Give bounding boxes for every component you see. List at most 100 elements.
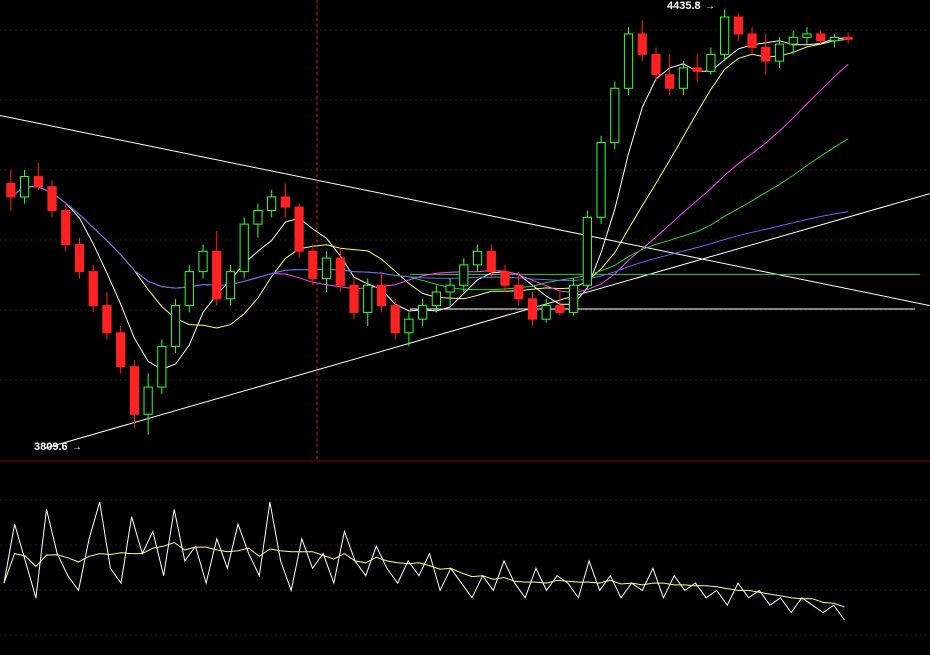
candle-body — [418, 305, 428, 320]
candle — [747, 27, 757, 55]
candle — [706, 47, 716, 75]
candle-body — [198, 250, 208, 273]
candle-body — [596, 142, 606, 218]
candle-body — [61, 210, 71, 245]
candle-body — [651, 53, 661, 76]
high-arrow-icon: → — [705, 1, 715, 12]
candle — [129, 359, 140, 428]
high-annotation: 4435.8 → — [667, 0, 715, 12]
candle-body — [335, 257, 345, 286]
candle-body — [33, 176, 43, 188]
candlesticks — [6, 9, 853, 435]
high-price-label: 4435.8 — [667, 0, 701, 12]
candle-body — [102, 305, 112, 334]
candle — [445, 278, 455, 306]
candle — [514, 271, 524, 306]
candle-body — [390, 305, 400, 334]
candle — [335, 247, 345, 293]
candle — [692, 54, 702, 82]
candle — [390, 298, 400, 340]
candle — [500, 264, 510, 293]
candle — [774, 37, 785, 68]
candle — [363, 278, 373, 326]
candle — [198, 244, 208, 279]
candle — [651, 47, 661, 82]
candle-body — [431, 291, 441, 307]
candle — [761, 33, 771, 75]
candle — [253, 203, 263, 238]
candle — [816, 30, 826, 45]
candle — [569, 278, 579, 316]
candle-body — [788, 36, 798, 45]
candle-body — [774, 43, 785, 62]
candle-body — [569, 284, 579, 313]
candle-body — [541, 305, 551, 320]
candle — [33, 162, 43, 191]
candle — [184, 264, 194, 313]
candle-body — [349, 284, 359, 313]
candle — [321, 251, 332, 293]
candle-body — [665, 74, 675, 89]
candle — [225, 264, 236, 306]
candle — [843, 32, 853, 44]
candle — [74, 237, 85, 279]
candle — [541, 298, 551, 323]
candle-body — [500, 271, 510, 286]
candle-body — [74, 243, 85, 273]
candle-body — [294, 206, 304, 252]
candle — [88, 264, 98, 313]
candle-body — [6, 182, 16, 198]
candle — [349, 278, 359, 320]
candle-body — [692, 67, 702, 72]
candle — [472, 244, 483, 272]
candle — [239, 217, 249, 279]
candle — [733, 13, 743, 41]
candle-body — [129, 366, 140, 415]
candle-body — [239, 223, 249, 273]
candle-body — [555, 305, 565, 313]
candle-body — [802, 33, 812, 38]
candle-body — [459, 264, 469, 286]
ma-line-20 — [10, 63, 849, 294]
candle — [418, 298, 428, 326]
candle — [459, 258, 469, 293]
candle — [596, 135, 606, 225]
candle — [802, 27, 812, 45]
candle-body — [816, 33, 826, 42]
candle-body — [88, 271, 98, 307]
candle-body — [486, 250, 496, 273]
candle — [610, 81, 620, 150]
candle — [623, 27, 634, 96]
candle-body — [843, 36, 853, 40]
candle — [47, 179, 57, 218]
candle-body — [157, 345, 167, 388]
candle-body — [610, 87, 620, 144]
candle-body — [678, 67, 689, 89]
candle-body — [308, 250, 318, 279]
candle — [294, 203, 304, 259]
candle — [555, 292, 565, 316]
candle-body — [184, 271, 194, 307]
candle-body — [582, 216, 592, 286]
candle-body — [143, 386, 153, 415]
candle-body — [404, 318, 414, 334]
candle-body — [170, 305, 181, 347]
ma-line-10 — [10, 38, 849, 329]
candle-body — [321, 257, 332, 279]
candle-body — [719, 16, 730, 55]
candle — [829, 33, 840, 48]
candle-body — [47, 186, 57, 212]
candle — [280, 183, 290, 218]
candle-body — [747, 33, 757, 49]
candle-body — [829, 36, 840, 42]
volume-panel — [3, 501, 845, 621]
volume-average-line — [3, 541, 845, 608]
candle-body — [637, 33, 647, 55]
candle-body — [267, 196, 277, 212]
candle-body — [527, 298, 538, 320]
trendline — [44, 193, 930, 449]
candle-body — [212, 250, 222, 300]
candle — [431, 285, 441, 313]
